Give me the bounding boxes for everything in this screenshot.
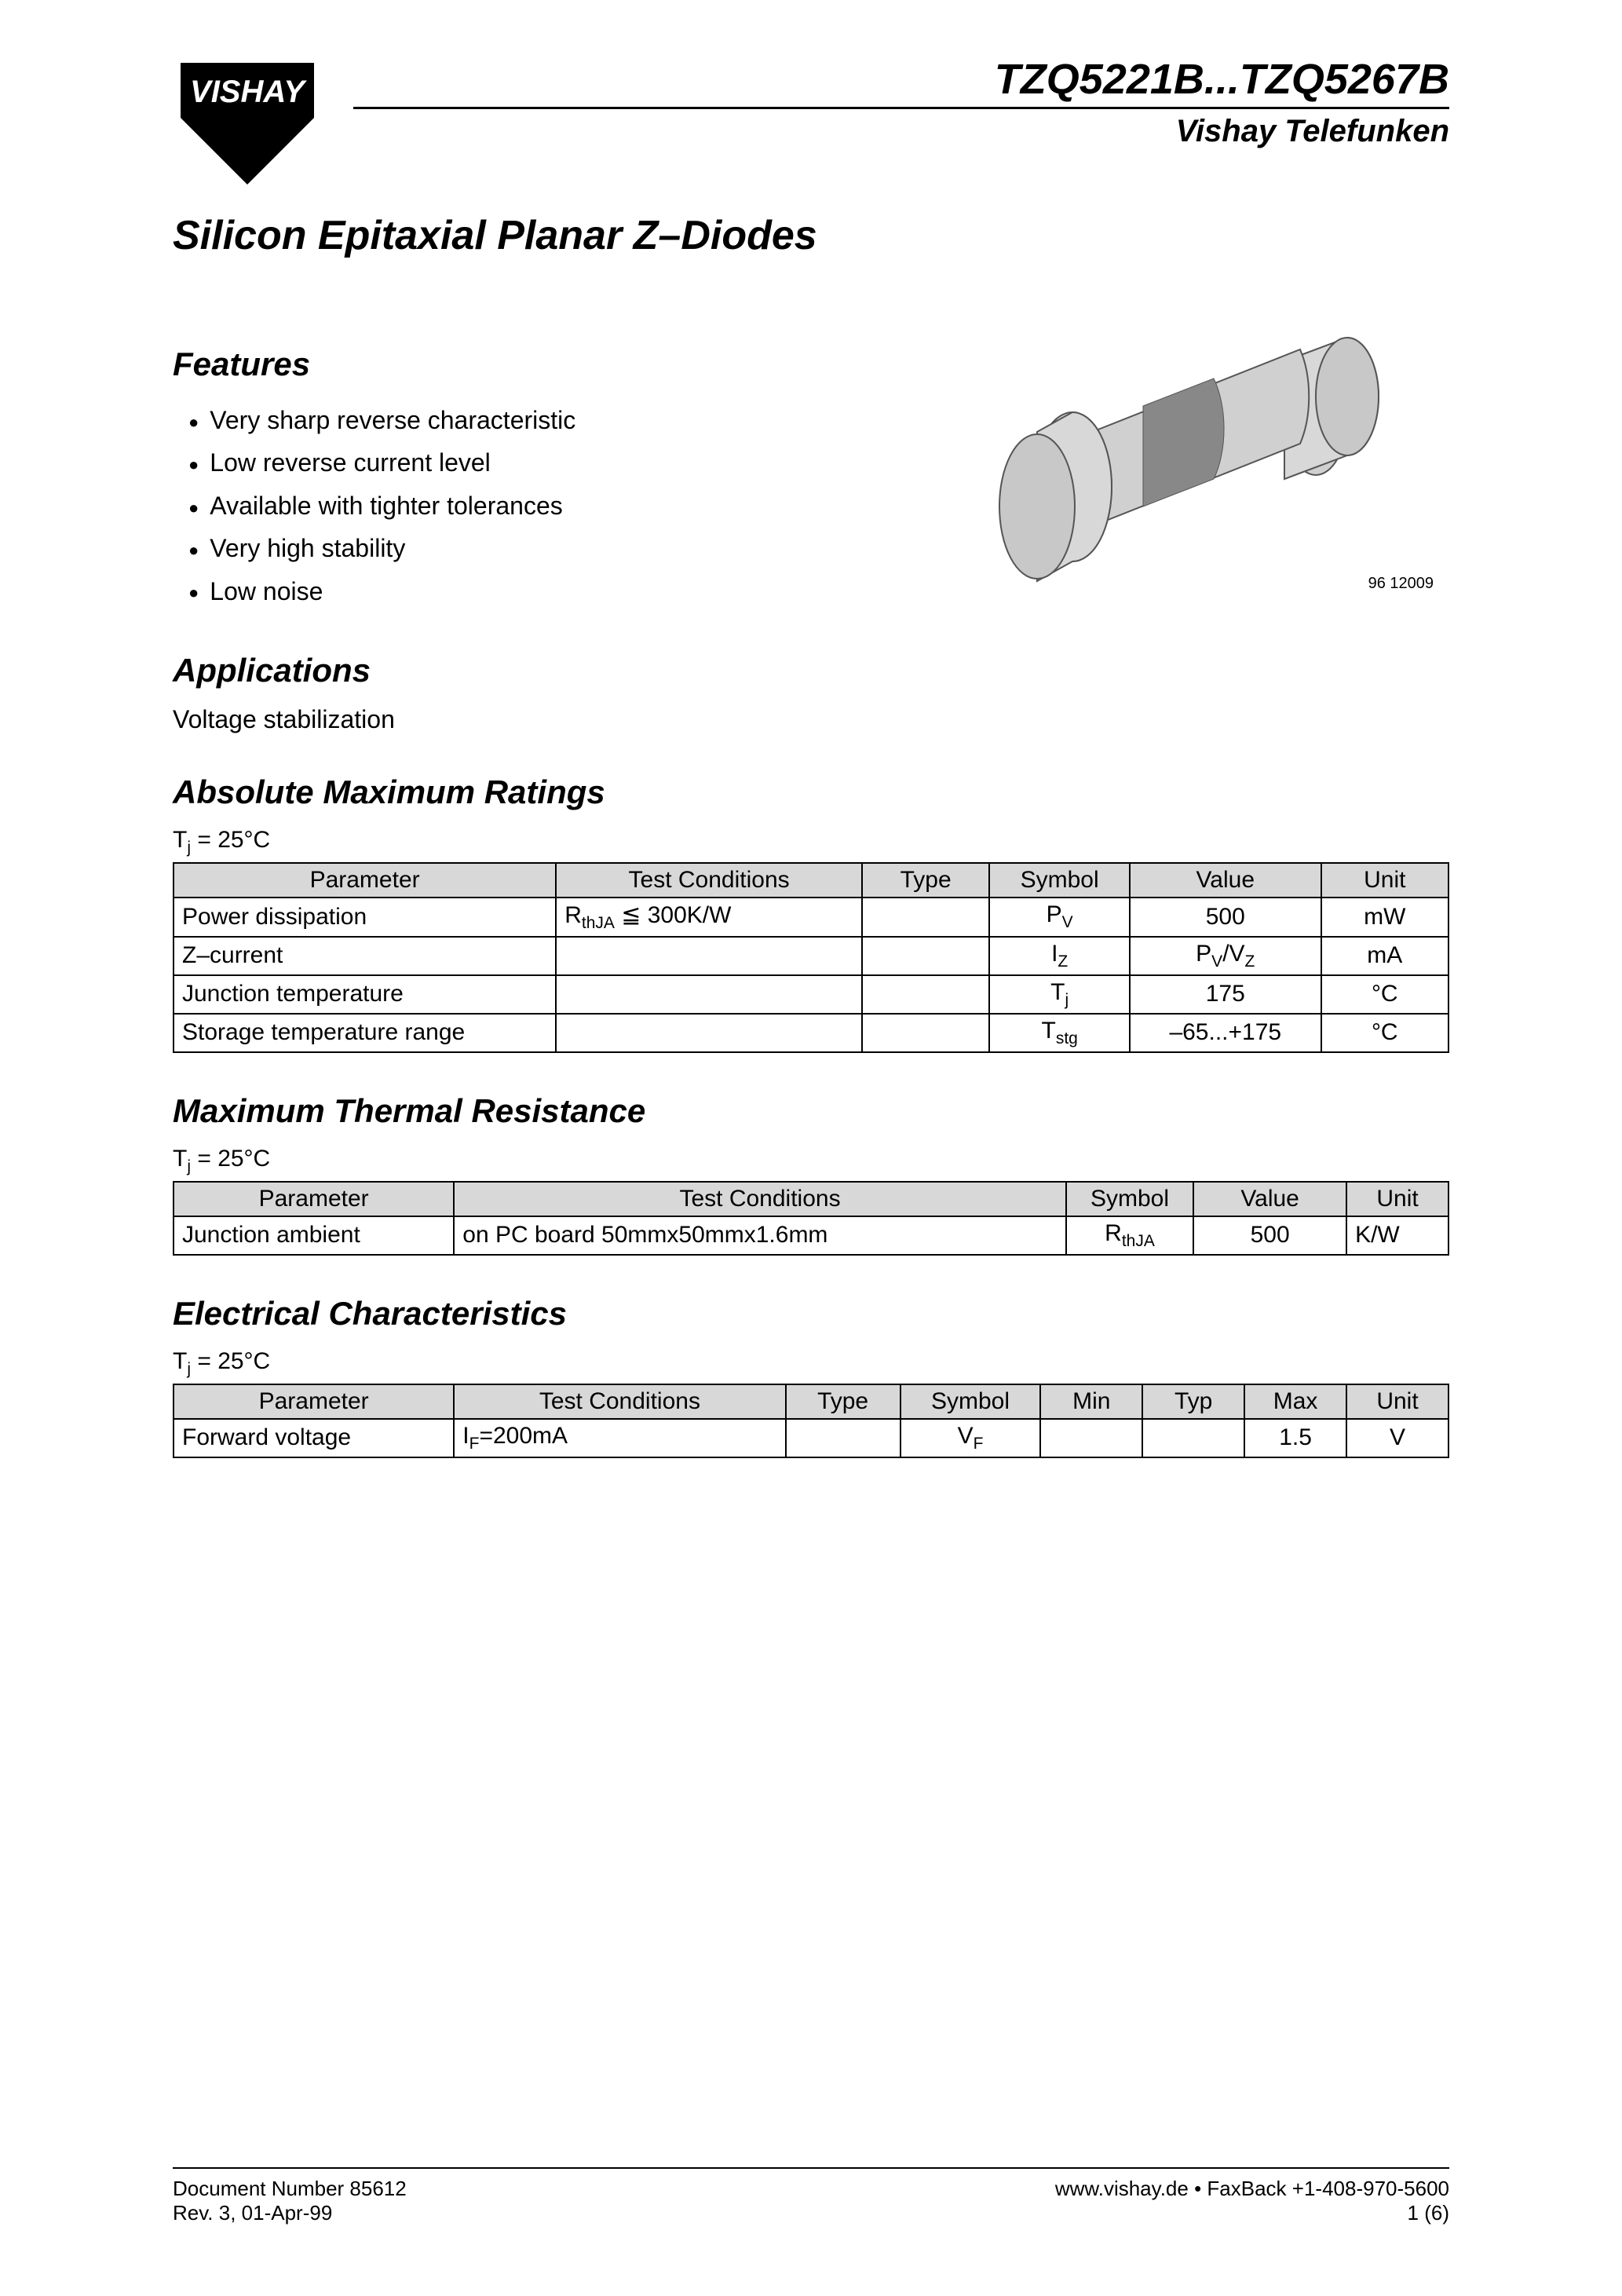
footer-right: www.vishay.de • FaxBack +1-408-970-5600 … [1055,2177,1449,2225]
cell [556,1014,862,1052]
logo-text: VISHAY [190,75,307,109]
cell: Z–current [174,937,556,975]
col-header: Symbol [989,863,1130,898]
features-list: Very sharp reverse characteristic Low re… [173,399,908,612]
col-header: Max [1244,1384,1346,1419]
manufacturer-subtitle: Vishay Telefunken [353,114,1449,149]
cell: RthJA [1066,1216,1193,1255]
cell: PV/VZ [1130,937,1321,975]
cell: PV [989,898,1130,937]
applications-heading: Applications [173,652,908,689]
cell [786,1419,901,1457]
cell [1142,1419,1244,1457]
abs-max-heading: Absolute Maximum Ratings [173,773,1449,811]
cell: mA [1321,937,1448,975]
footer-url: www.vishay.de • FaxBack +1-408-970-5600 [1055,2177,1449,2201]
revision-date: Rev. 3, 01-Apr-99 [173,2201,407,2225]
cell [862,898,989,937]
col-header: Parameter [174,1384,454,1419]
table-row: Z–current IZ PV/VZ mA [174,937,1448,975]
cell: Power dissipation [174,898,556,937]
col-header: Parameter [174,863,556,898]
cell: mW [1321,898,1448,937]
cell: °C [1321,1014,1448,1052]
page-number: 1 (6) [1055,2201,1449,2225]
col-header: Symbol [901,1384,1041,1419]
cell: IZ [989,937,1130,975]
part-number: TZQ5221B...TZQ5267B [353,55,1449,109]
col-header: Type [786,1384,901,1419]
image-caption: 96 12009 [1368,575,1434,593]
abs-max-table: Parameter Test Conditions Type Symbol Va… [173,862,1449,1053]
feature-item: Low noise [188,570,908,612]
feature-item: Very high stability [188,527,908,569]
feature-item: Low reverse current level [188,441,908,484]
document-title: Silicon Epitaxial Planar Z–Diodes [173,212,1449,259]
col-header: Min [1040,1384,1142,1419]
features-heading: Features [173,345,908,383]
diode-package-icon [939,306,1410,620]
cell [862,937,989,975]
table-row: Forward voltage IF=200mA VF 1.5 V [174,1419,1448,1457]
col-header: Unit [1346,1384,1448,1419]
electrical-temp: Tj = 25°C [173,1348,1449,1379]
table-row: Junction ambient on PC board 50mmx50mmx1… [174,1216,1448,1255]
col-header: Symbol [1066,1182,1193,1216]
electrical-table: Parameter Test Conditions Type Symbol Mi… [173,1384,1449,1458]
vishay-logo: VISHAY [173,55,322,188]
cell: IF=200mA [454,1419,785,1457]
col-header: Parameter [174,1182,454,1216]
page-header: VISHAY TZQ5221B...TZQ5267B Vishay Telefu… [173,55,1449,188]
component-illustration: 96 12009 [939,306,1449,624]
abs-max-temp: Tj = 25°C [173,827,1449,857]
feature-item: Very sharp reverse characteristic [188,399,908,441]
thermal-temp: Tj = 25°C [173,1146,1449,1176]
table-row: Storage temperature range Tstg –65...+17… [174,1014,1448,1052]
cell: Storage temperature range [174,1014,556,1052]
col-header: Unit [1321,863,1448,898]
cell: VF [901,1419,1041,1457]
col-header: Type [862,863,989,898]
feature-item: Available with tighter tolerances [188,484,908,527]
cell: V [1346,1419,1448,1457]
cell: °C [1321,975,1448,1014]
cell: on PC board 50mmx50mmx1.6mm [454,1216,1066,1255]
footer-left: Document Number 85612 Rev. 3, 01-Apr-99 [173,2177,407,2225]
table-row: Junction temperature Tj 175 °C [174,975,1448,1014]
cell [862,975,989,1014]
cell: K/W [1346,1216,1448,1255]
thermal-heading: Maximum Thermal Resistance [173,1092,1449,1130]
cell: Tj [989,975,1130,1014]
col-header: Test Conditions [556,863,862,898]
applications-text: Voltage stabilization [173,705,908,734]
cell: –65...+175 [1130,1014,1321,1052]
col-header: Test Conditions [454,1182,1066,1216]
cell: Junction temperature [174,975,556,1014]
col-header: Unit [1346,1182,1448,1216]
cell: 1.5 [1244,1419,1346,1457]
cell [862,1014,989,1052]
cell: Junction ambient [174,1216,454,1255]
document-number: Document Number 85612 [173,2177,407,2201]
page-footer: Document Number 85612 Rev. 3, 01-Apr-99 … [173,2167,1449,2225]
cell [556,975,862,1014]
table-row: Power dissipation RthJA ≦ 300K/W PV 500 … [174,898,1448,937]
cell [556,937,862,975]
cell: 500 [1130,898,1321,937]
cell [1040,1419,1142,1457]
col-header: Value [1193,1182,1346,1216]
part-number-box: TZQ5221B...TZQ5267B Vishay Telefunken [353,55,1449,149]
cell: Forward voltage [174,1419,454,1457]
electrical-heading: Electrical Characteristics [173,1295,1449,1333]
col-header: Value [1130,863,1321,898]
col-header: Test Conditions [454,1384,785,1419]
cell: 500 [1193,1216,1346,1255]
cell: RthJA ≦ 300K/W [556,898,862,937]
thermal-table: Parameter Test Conditions Symbol Value U… [173,1181,1449,1256]
cell: Tstg [989,1014,1130,1052]
cell: 175 [1130,975,1321,1014]
features-and-image-row: Features Very sharp reverse characterist… [173,306,1449,734]
col-header: Typ [1142,1384,1244,1419]
